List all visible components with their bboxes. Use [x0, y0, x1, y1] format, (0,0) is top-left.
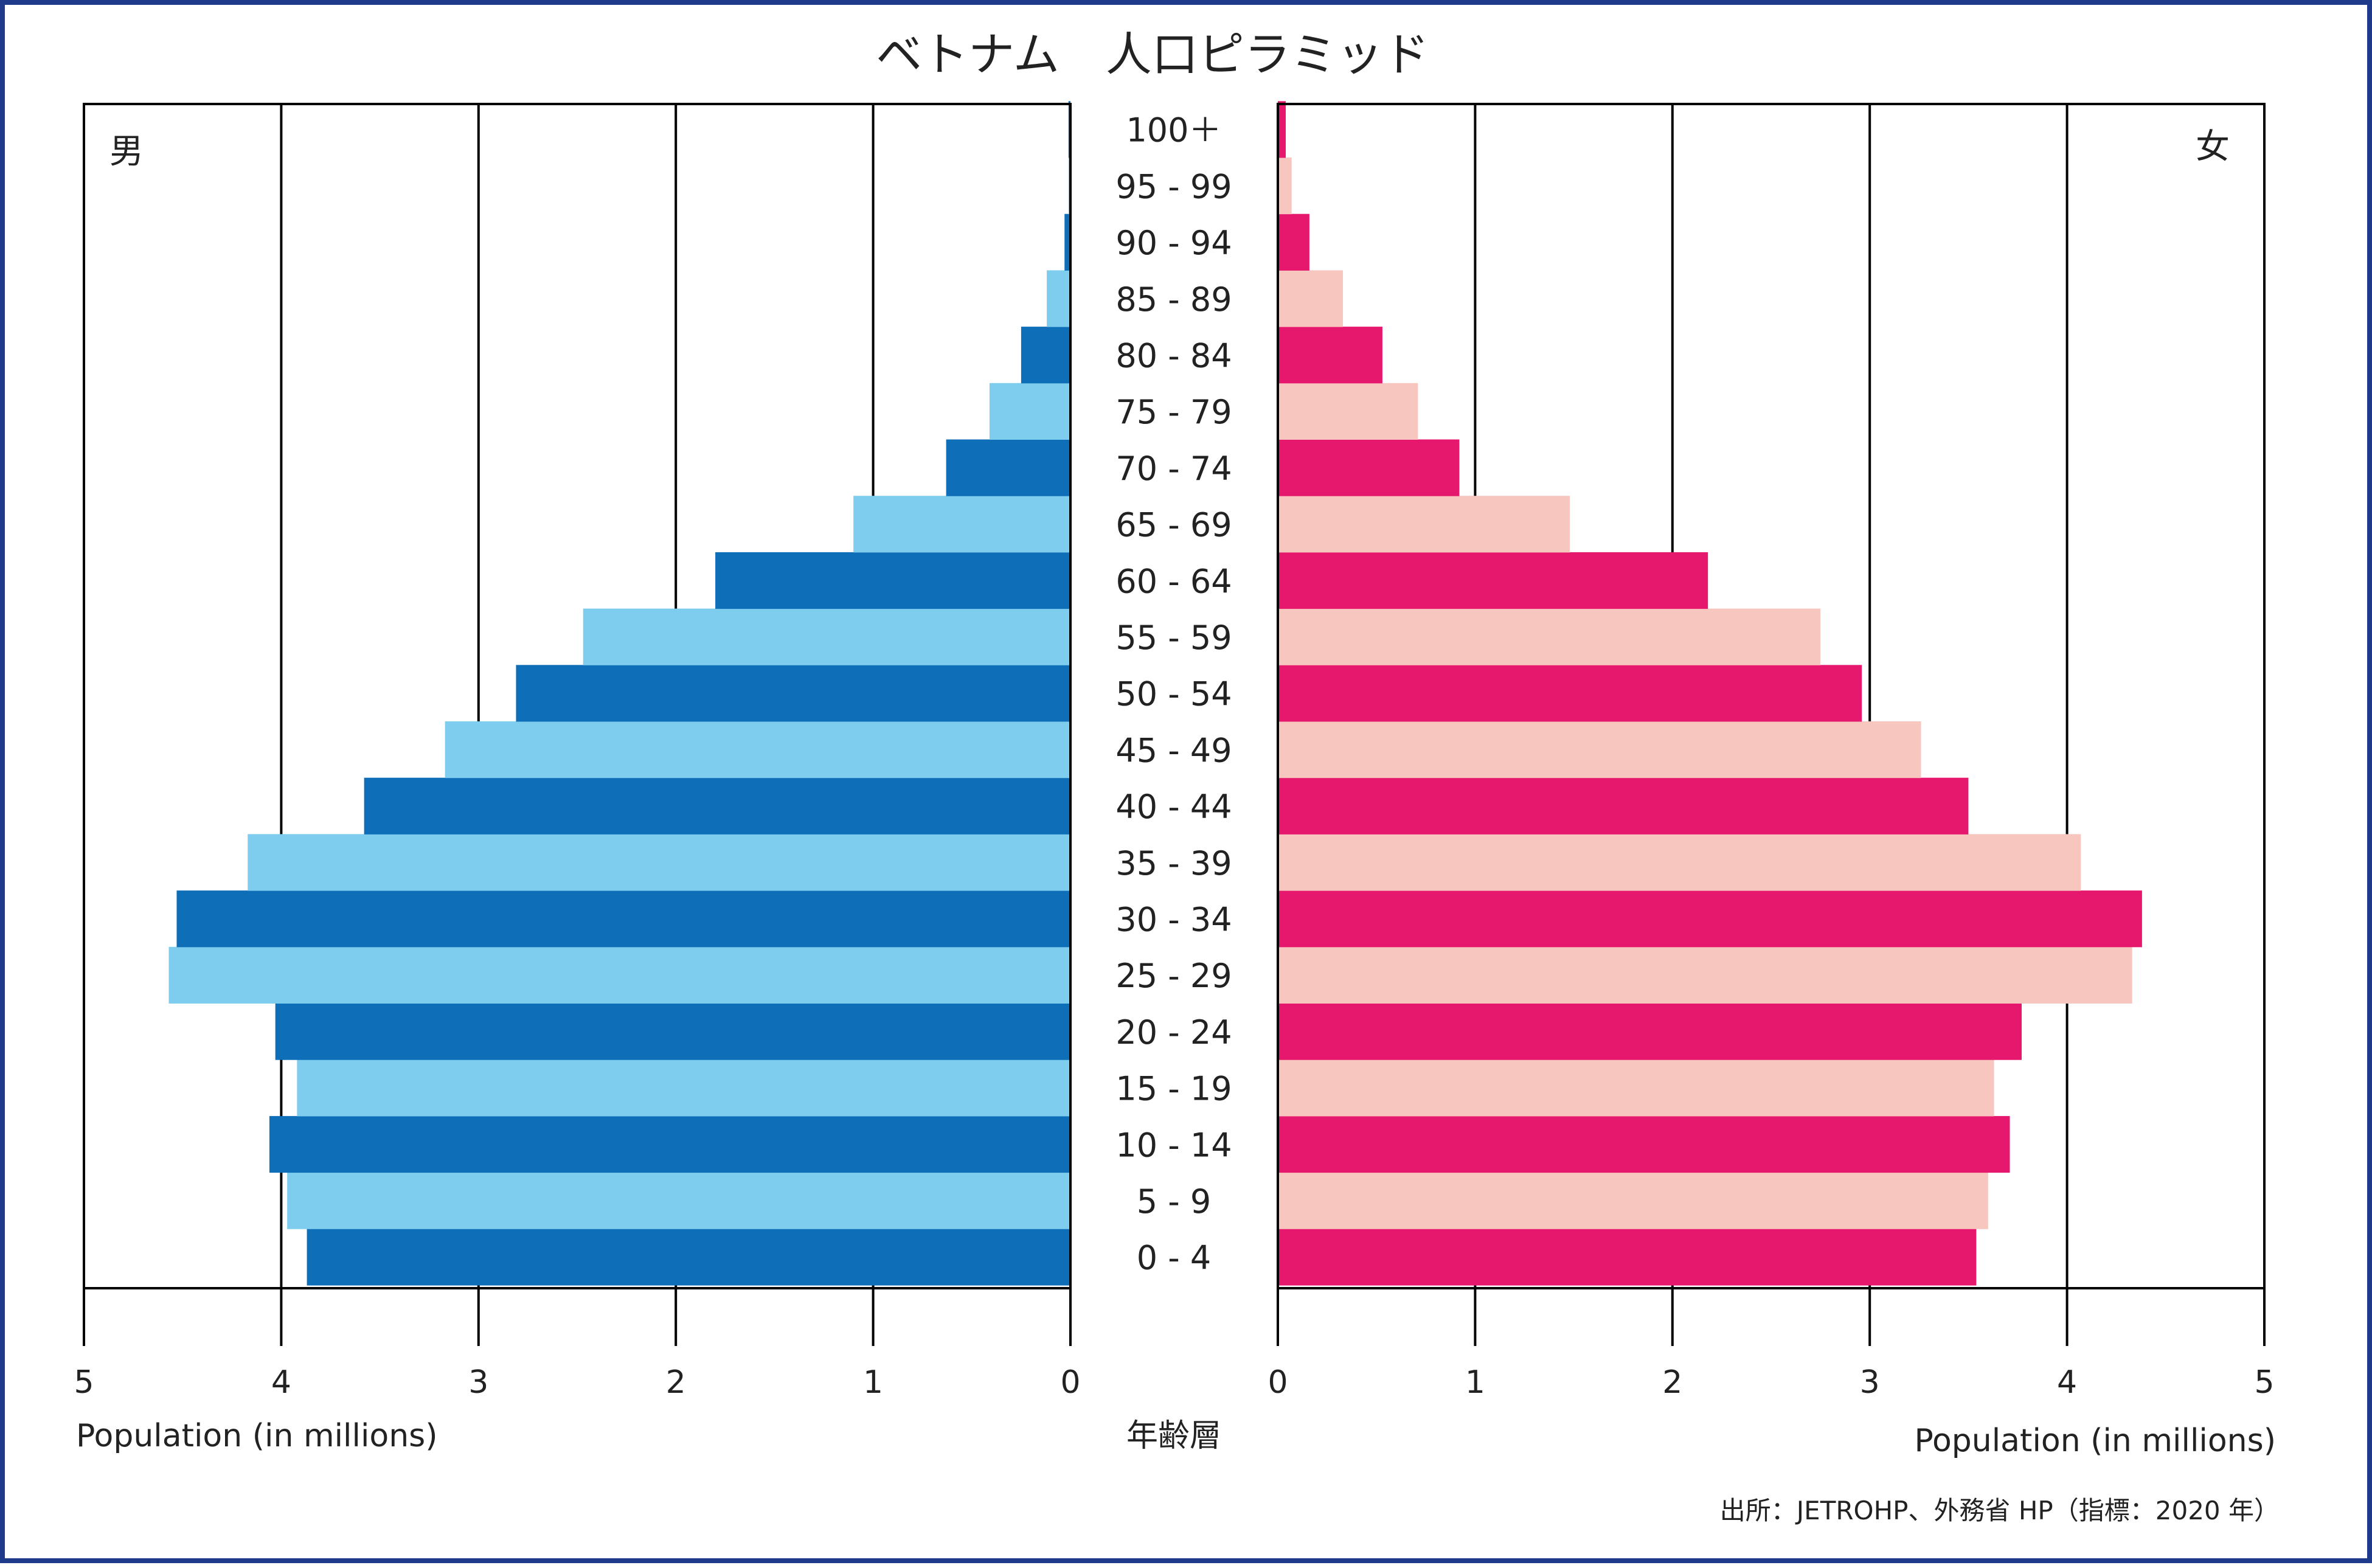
female-bar-60-64: [1278, 552, 1708, 609]
male-bar-5-9: [287, 1172, 1071, 1229]
female-bar-100＋: [1278, 101, 1286, 158]
age-group-label: 45 - 49: [1115, 731, 1232, 769]
male-x-tick-label: 0: [1060, 1364, 1080, 1401]
male-legend-label: 男: [109, 132, 144, 172]
female-x-tick-label: 3: [1860, 1364, 1880, 1401]
age-group-label: 90 - 94: [1115, 224, 1232, 262]
male-bar-0-4: [307, 1229, 1070, 1286]
male-x-tick-label: 5: [74, 1364, 94, 1401]
male-bar-20-24: [275, 1003, 1071, 1060]
age-group-label: 10 - 14: [1115, 1126, 1232, 1164]
source-note: 出所：JETROHP、外務省 HP（指標：2020 年）: [1720, 1496, 2280, 1525]
age-group-label: 5 - 9: [1137, 1182, 1212, 1221]
male-bar-15-19: [297, 1060, 1070, 1117]
female-bar-65-69: [1278, 496, 1570, 553]
male-bar-70-74: [946, 439, 1070, 496]
female-bar-85-89: [1278, 270, 1344, 327]
female-legend-label: 女: [2196, 127, 2230, 167]
age-group-label: 0 - 4: [1137, 1239, 1212, 1277]
female-bar-55-59: [1278, 608, 1821, 665]
male-x-axis-label: Population (in millions): [76, 1418, 438, 1454]
male-bar-25-29: [168, 946, 1071, 1004]
female-bar-95-99: [1278, 158, 1292, 215]
age-group-label: 20 - 24: [1115, 1013, 1232, 1052]
male-plot-frame: [83, 103, 1072, 1289]
female-x-tick-label: 2: [1662, 1364, 1682, 1401]
male-bar-65-69: [853, 496, 1070, 553]
age-group-label: 40 - 44: [1115, 788, 1232, 826]
female-bar-25-29: [1278, 946, 2132, 1004]
female-x-tick-label: 1: [1465, 1364, 1485, 1401]
male-x-tick-label: 4: [271, 1364, 291, 1401]
age-group-label: 100＋: [1126, 111, 1221, 150]
age-group-label: 50 - 54: [1115, 675, 1232, 713]
female-bar-75-79: [1278, 383, 1418, 440]
female-x-axis-ticks: 0 1 2 3 4 5: [1267, 1364, 2274, 1401]
population-pyramid-chart: ベトナム 人口ピラミッド 男 女 0 - 4 5 - 9 10 - 14 15 - 1…: [74, 27, 2280, 1525]
female-bar-80-84: [1278, 327, 1382, 384]
male-bar-90-94: [1064, 213, 1070, 271]
female-bar-5-9: [1278, 1172, 1988, 1229]
female-bar-45-49: [1278, 721, 1921, 779]
male-bar-55-59: [583, 608, 1070, 665]
male-x-tick-label: 3: [468, 1364, 488, 1401]
male-x-axis-ticks: 5 4 3 2 1 0: [74, 1364, 1080, 1401]
female-bar-20-24: [1278, 1003, 2022, 1060]
age-group-label: 55 - 59: [1115, 619, 1232, 657]
female-bar-70-74: [1278, 439, 1460, 496]
age-axis-label: 年齢層: [1126, 1418, 1221, 1454]
male-bar-40-44: [364, 777, 1071, 834]
age-group-labels: 0 - 4 5 - 9 10 - 14 15 - 19 20 - 24 25 - 29 30…: [1115, 111, 1232, 1277]
female-bar-35-39: [1278, 834, 2081, 891]
male-bar-30-34: [176, 890, 1070, 948]
male-bar-10-14: [269, 1115, 1070, 1173]
age-group-label: 65 - 69: [1115, 506, 1232, 544]
female-bar-10-14: [1278, 1115, 2010, 1173]
age-group-label: 60 - 64: [1115, 562, 1232, 600]
male-bar-75-79: [989, 383, 1070, 440]
age-group-label: 80 - 84: [1115, 336, 1232, 375]
age-group-label: 85 - 89: [1115, 280, 1232, 319]
male-x-tick-label: 1: [863, 1364, 883, 1401]
female-x-tick-label: 4: [2057, 1364, 2077, 1401]
female-bar-90-94: [1278, 213, 1309, 271]
female-bar-0-4: [1278, 1229, 1977, 1286]
age-group-label: 25 - 29: [1115, 957, 1232, 995]
age-group-label: 95 - 99: [1115, 167, 1232, 206]
female-bar-30-34: [1278, 890, 2142, 948]
male-x-tick-label: 2: [666, 1364, 686, 1401]
male-bar-50-54: [516, 665, 1070, 722]
age-group-label: 30 - 34: [1115, 900, 1232, 938]
male-bar-35-39: [248, 834, 1071, 891]
chart-title: ベトナム 人口ピラミッド: [876, 27, 1429, 82]
female-x-tick-label: 0: [1267, 1364, 1288, 1401]
male-bar-85-89: [1047, 270, 1070, 327]
female-x-tick-label: 5: [2254, 1364, 2274, 1401]
female-bar-50-54: [1278, 665, 1862, 722]
male-bar-80-84: [1021, 327, 1070, 384]
female-x-axis-label: Population (in millions): [1914, 1423, 2276, 1459]
male-bar-60-64: [715, 552, 1070, 609]
age-group-label: 70 - 74: [1115, 449, 1232, 488]
female-plot-frame: [1277, 103, 2266, 1289]
age-group-label: 75 - 79: [1115, 393, 1232, 431]
male-bar-45-49: [445, 721, 1070, 779]
age-group-label: 35 - 39: [1115, 844, 1232, 883]
female-bars: [1278, 101, 2142, 1286]
male-bars: [168, 101, 1071, 1286]
female-bar-15-19: [1278, 1060, 1994, 1117]
age-group-label: 15 - 19: [1115, 1070, 1232, 1108]
female-bar-40-44: [1278, 777, 1969, 834]
